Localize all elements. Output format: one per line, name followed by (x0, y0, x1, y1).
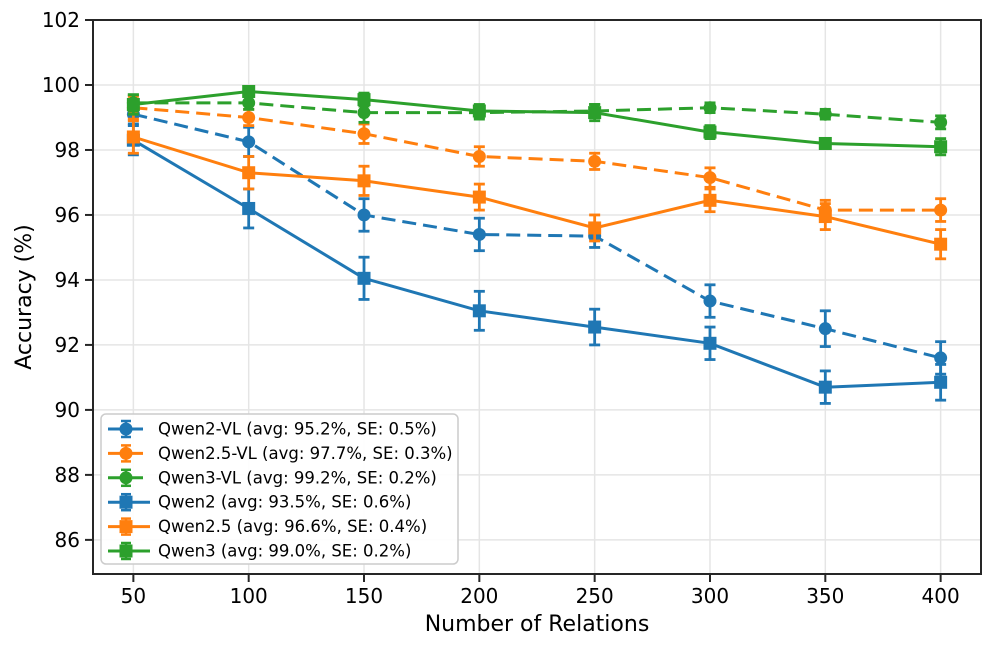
legend-item: Qwen2 (avg: 93.5%, SE: 0.6%) (108, 493, 411, 512)
data-point-marker (934, 140, 948, 154)
data-point-marker (703, 294, 717, 308)
data-point-marker (126, 130, 140, 144)
legend-item-label: Qwen2.5 (avg: 96.6%, SE: 0.4%) (158, 517, 427, 536)
data-point-marker (934, 203, 948, 217)
series-Qwen3 (126, 84, 948, 157)
data-point-marker (472, 190, 486, 204)
x-tick-label: 200 (460, 584, 498, 608)
data-point-marker (934, 115, 948, 129)
data-point-marker (934, 237, 948, 251)
data-point-marker (818, 107, 832, 121)
x-tick-label: 300 (691, 584, 729, 608)
data-point-marker (242, 84, 256, 98)
y-tick-label: 94 (55, 268, 80, 292)
x-tick-label: 50 (121, 584, 146, 608)
data-point-marker (934, 375, 948, 389)
data-point-marker (818, 136, 832, 150)
y-tick-label: 92 (55, 333, 80, 357)
data-point-marker (703, 171, 717, 185)
data-point-marker (588, 320, 602, 334)
y-tick-label: 98 (55, 138, 80, 162)
legend-item: Qwen3 (avg: 99.0%, SE: 0.2%) (108, 542, 411, 561)
series-line (132, 138, 941, 389)
legend-item-label: Qwen2 (avg: 93.5%, SE: 0.6%) (158, 493, 411, 512)
data-point-marker (472, 227, 486, 241)
x-tick-label: 100 (230, 584, 268, 608)
data-point-marker (242, 166, 256, 180)
x-tick-label: 150 (345, 584, 383, 608)
legend-item: Qwen2-VL (avg: 95.2%, SE: 0.5%) (108, 420, 437, 439)
legend-item-label: Qwen3 (avg: 99.0%, SE: 0.2%) (158, 542, 411, 561)
data-point-marker (472, 149, 486, 163)
x-axis-label: Number of Relations (425, 612, 650, 637)
x-tick-label: 400 (922, 584, 960, 608)
data-point-marker (357, 93, 371, 107)
data-point-marker (242, 110, 256, 124)
data-point-marker (818, 322, 832, 336)
legend: Qwen2-VL (avg: 95.2%, SE: 0.5%) Qwen2.5-V… (100, 413, 459, 565)
data-point-marker (242, 135, 256, 149)
tick-layer: 50 100 150 200 250 300 350 400 86 88 90 92 94 96 98 100… (42, 8, 960, 608)
legend-marker (119, 520, 133, 534)
legend-marker (119, 495, 133, 509)
series-line (133, 89, 941, 149)
legend-item-label: Qwen2-VL (avg: 95.2%, SE: 0.5%) (158, 420, 437, 439)
data-point-marker (588, 221, 602, 235)
legend-item-label: Qwen2.5-VL (avg: 97.7%, SE: 0.3%) (158, 444, 453, 463)
data-point-marker (357, 208, 371, 222)
data-point-marker (357, 271, 371, 285)
x-tick-label: 350 (806, 584, 844, 608)
data-point-marker (472, 104, 486, 118)
legend-item: Qwen2.5-VL (avg: 97.7%, SE: 0.3%) (108, 444, 453, 463)
data-point-marker (588, 154, 602, 168)
legend-item-label: Qwen3-VL (avg: 99.2%, SE: 0.2%) (158, 468, 437, 487)
data-point-marker (703, 125, 717, 139)
data-point-marker (818, 380, 832, 394)
y-tick-label: 102 (42, 8, 80, 32)
series-line (133, 106, 941, 212)
series-Qwen2 (126, 124, 948, 405)
plot-border (92, 19, 982, 575)
legend-item: Qwen2.5 (avg: 96.6%, SE: 0.4%) (108, 517, 427, 536)
legend-marker (119, 544, 133, 558)
series-Qwen2.5 (126, 119, 948, 261)
data-point-marker (703, 336, 717, 350)
y-tick-label: 96 (55, 203, 80, 227)
y-tick-label: 86 (55, 528, 80, 552)
legend-marker (119, 471, 133, 485)
y-tick-label: 100 (42, 73, 80, 97)
data-point-marker (472, 304, 486, 318)
data-point-marker (357, 106, 371, 120)
data-point-marker (242, 201, 256, 215)
plot-frame (92, 19, 982, 575)
data-point-marker (588, 106, 602, 120)
x-tick-label: 250 (576, 584, 614, 608)
legend-item: Qwen3-VL (avg: 99.2%, SE: 0.2%) (108, 468, 437, 487)
series-layer (126, 84, 948, 405)
data-point-marker (703, 193, 717, 207)
data-point-marker (818, 210, 832, 224)
y-tick-label: 90 (55, 398, 80, 422)
data-point-marker (126, 97, 140, 111)
series-line (132, 135, 941, 246)
y-tick-label: 88 (55, 463, 80, 487)
legend-marker (119, 422, 133, 436)
data-point-marker (357, 127, 371, 141)
data-point-marker (357, 174, 371, 188)
legend-box (100, 413, 459, 565)
data-point-marker (934, 351, 948, 365)
y-axis-label: Accuracy (%) (12, 224, 37, 370)
data-point-marker (242, 96, 256, 110)
series-line (133, 112, 941, 360)
data-point-marker (703, 101, 717, 115)
legend-marker (119, 446, 133, 460)
